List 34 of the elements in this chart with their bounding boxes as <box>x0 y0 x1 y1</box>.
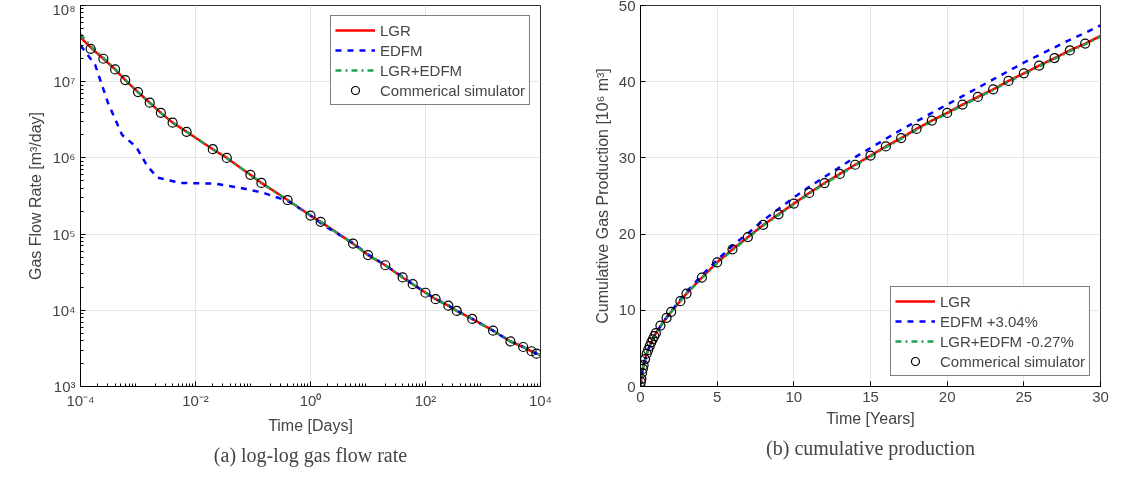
x-tick-label: 15 <box>862 387 879 405</box>
y-tick-label: 10⁶ <box>52 149 76 167</box>
x-tick-label: 10⁴ <box>528 391 553 409</box>
legend-label: LGR+EDFM -0.27% <box>939 332 1074 350</box>
legend-label: EDFM +3.04% <box>939 312 1038 330</box>
x-tick-label: 25 <box>1015 387 1033 405</box>
y-axis-title: Gas Flow Rate [m³/day] <box>27 111 45 281</box>
x-axis-title: Time [Years] <box>826 409 915 427</box>
y-tick-label: 10⁴ <box>52 301 76 319</box>
x-tick-label: 10⁰ <box>299 391 322 409</box>
x-tick-label: 5 <box>713 387 722 405</box>
legend-label: LGR <box>939 292 971 310</box>
legend-label: Commerical simulator <box>939 352 1085 370</box>
y-tick-label: 40 <box>618 72 636 90</box>
legend-label: LGR <box>379 21 411 39</box>
legend-label: LGR+EDFM <box>379 61 463 79</box>
y-tick-label: 10⁵ <box>52 225 76 243</box>
y-tick-label: 30 <box>618 148 636 166</box>
y-tick-label: 20 <box>618 225 636 243</box>
legend-label: Commerical simulator <box>379 81 525 99</box>
text: (a) log-log gas flow rate <box>213 443 408 467</box>
y-axis-title: Cumulative Gas Production [10⁶ m³] <box>593 68 611 324</box>
x-tick-label: 10² <box>414 391 437 409</box>
y-tick-label: 50 <box>618 0 636 14</box>
y-tick-label: 10 <box>618 301 636 319</box>
text: (b) cumulative production <box>766 436 975 460</box>
x-tick-label: 30 <box>1092 387 1109 405</box>
x-tick-label: 20 <box>938 387 956 405</box>
y-tick-label: 10⁷ <box>53 73 76 91</box>
legend-label: EDFM <box>379 41 423 59</box>
x-tick-label: 10 <box>785 387 803 405</box>
y-tick-label: 10⁸ <box>52 0 76 18</box>
x-axis-title: Time [Days] <box>268 416 353 434</box>
x-tick-label: 10⁻² <box>182 391 209 409</box>
